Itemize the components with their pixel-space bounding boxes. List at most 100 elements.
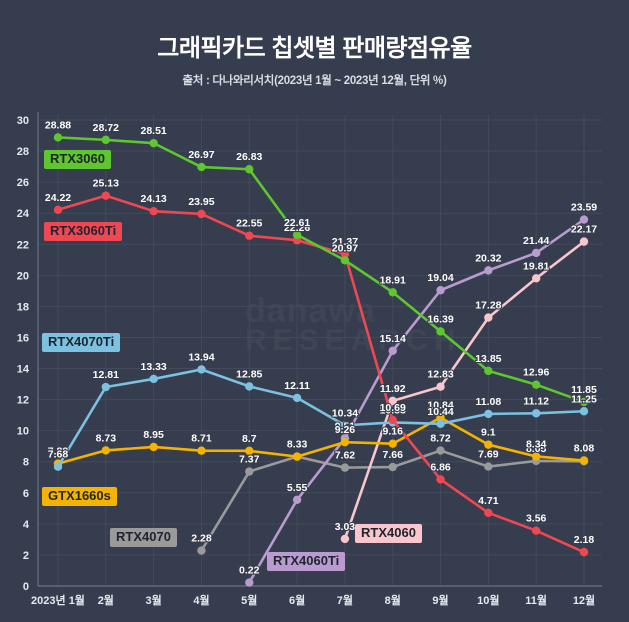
data-point-label: 8.7 bbox=[242, 433, 257, 445]
data-point-label: 7.62 bbox=[335, 450, 356, 462]
data-point bbox=[197, 546, 206, 555]
x-axis-tick-label: 7월 bbox=[337, 593, 353, 607]
y-axis-tick-label: 2 bbox=[23, 550, 29, 562]
data-point-label: 11.08 bbox=[476, 396, 502, 408]
data-point bbox=[53, 133, 63, 142]
data-point-label: 11.25 bbox=[571, 393, 597, 405]
data-point-label: 12.83 bbox=[427, 369, 453, 381]
data-point-label: 8.05 bbox=[526, 443, 547, 455]
data-point bbox=[531, 409, 541, 418]
data-point-label: 7.88 bbox=[48, 446, 69, 458]
x-axis-tick-label: 2월 bbox=[98, 593, 114, 607]
data-point bbox=[388, 462, 397, 472]
data-point-label: 0.22 bbox=[239, 565, 260, 577]
data-point-label: 8.08 bbox=[574, 442, 595, 454]
data-point bbox=[53, 462, 63, 471]
data-point bbox=[531, 248, 541, 258]
data-point bbox=[101, 382, 111, 392]
x-axis-tick-label: 4월 bbox=[193, 593, 209, 607]
data-point-label: 8.95 bbox=[143, 429, 164, 441]
data-point bbox=[292, 452, 302, 461]
series-label-rtx4070[interactable]: RTX4070 bbox=[110, 528, 177, 548]
data-point bbox=[484, 462, 493, 471]
data-point bbox=[340, 421, 350, 430]
data-point bbox=[388, 346, 397, 356]
data-point-label: 17.28 bbox=[475, 300, 501, 312]
data-point-label: 11.12 bbox=[523, 395, 549, 407]
data-point-label: 22.26 bbox=[284, 222, 310, 234]
data-point bbox=[531, 452, 541, 461]
data-point-label: 13.85 bbox=[475, 353, 501, 365]
data-point-label: 10.34 bbox=[332, 407, 358, 419]
data-point bbox=[484, 508, 493, 518]
data-point-label: 23.59 bbox=[571, 202, 597, 214]
data-point-label: 23.95 bbox=[188, 196, 214, 208]
data-point bbox=[149, 374, 158, 384]
series-line bbox=[56, 416, 586, 465]
data-point bbox=[436, 286, 445, 295]
data-point-label: 10.69 bbox=[380, 402, 406, 414]
series-label-rtx4060[interactable]: RTX4060 bbox=[355, 524, 422, 544]
x-axis-tick-label: 8월 bbox=[385, 593, 401, 607]
data-point bbox=[579, 456, 589, 465]
series-label-rtx3060ti[interactable]: RTX3060Ti bbox=[44, 222, 123, 242]
series-line bbox=[56, 194, 586, 554]
y-axis-tick-label: 10 bbox=[17, 426, 29, 438]
data-point-label: 19.04 bbox=[427, 272, 453, 284]
series-label-rtx4070ti[interactable]: RTX4070Ti bbox=[42, 333, 121, 353]
data-point-label: 2.28 bbox=[191, 533, 212, 545]
data-point bbox=[340, 534, 350, 544]
series-rtx4070ti bbox=[53, 365, 589, 471]
data-point bbox=[101, 446, 111, 455]
data-point bbox=[197, 446, 206, 455]
x-axis-tick-label: 2023년 1월 bbox=[31, 593, 85, 607]
data-point bbox=[245, 231, 254, 240]
data-point bbox=[484, 313, 493, 322]
series-rtx3060 bbox=[53, 133, 589, 407]
chart-subtitle: 출처 : 다나와리서치(2023년 1월 ~ 2023년 12월, 단위 %) bbox=[182, 75, 447, 87]
data-point-label: 4.71 bbox=[478, 495, 499, 507]
series-line bbox=[56, 368, 586, 469]
data-point bbox=[101, 135, 111, 145]
data-point bbox=[579, 237, 589, 246]
x-axis-tick-label: 11월 bbox=[525, 593, 547, 607]
data-point bbox=[245, 165, 254, 174]
series-label-rtx4060ti[interactable]: RTX4060Ti bbox=[267, 552, 346, 572]
series-line bbox=[247, 218, 586, 584]
data-point-label: 8.03 bbox=[574, 443, 595, 455]
data-point bbox=[53, 205, 63, 214]
data-point bbox=[245, 467, 254, 476]
y-axis-tick-label: 8 bbox=[23, 457, 29, 469]
data-point bbox=[436, 413, 445, 422]
data-point-label: 22.55 bbox=[236, 218, 262, 230]
data-point bbox=[531, 526, 541, 535]
y-axis-tick-label: 4 bbox=[23, 519, 30, 531]
x-axis-tick-label: 6월 bbox=[289, 593, 305, 607]
series-label-gtx1660s[interactable]: GTX1660s bbox=[42, 487, 117, 507]
data-point-label: 8.33 bbox=[287, 439, 308, 451]
data-point bbox=[531, 380, 541, 389]
data-point-label: 11.92 bbox=[380, 383, 406, 395]
data-point bbox=[579, 547, 589, 557]
data-point-label: 10.53 bbox=[380, 404, 406, 416]
data-point-label: 7.68 bbox=[48, 449, 69, 461]
y-axis-tick-label: 26 bbox=[17, 177, 29, 189]
data-point bbox=[388, 415, 397, 425]
data-point bbox=[197, 162, 206, 172]
data-point-label: 21.44 bbox=[523, 235, 549, 247]
data-point-label: 7.37 bbox=[239, 454, 260, 466]
series-line bbox=[56, 136, 586, 404]
data-point-label: 15.14 bbox=[380, 333, 406, 345]
series-gtx1660s bbox=[53, 413, 589, 468]
data-point bbox=[484, 366, 493, 376]
data-point bbox=[388, 439, 397, 448]
series-label-rtx3060[interactable]: RTX3060 bbox=[44, 150, 111, 170]
data-point-label: 21.37 bbox=[332, 236, 358, 248]
y-axis-tick-label: 22 bbox=[17, 239, 29, 251]
data-point bbox=[340, 249, 350, 259]
data-point-label: 26.97 bbox=[188, 149, 214, 161]
data-point-label: 12.81 bbox=[93, 369, 119, 381]
data-point bbox=[436, 419, 445, 429]
data-point-label: 25.13 bbox=[93, 178, 119, 190]
y-axis-tick-label: 6 bbox=[23, 488, 29, 500]
